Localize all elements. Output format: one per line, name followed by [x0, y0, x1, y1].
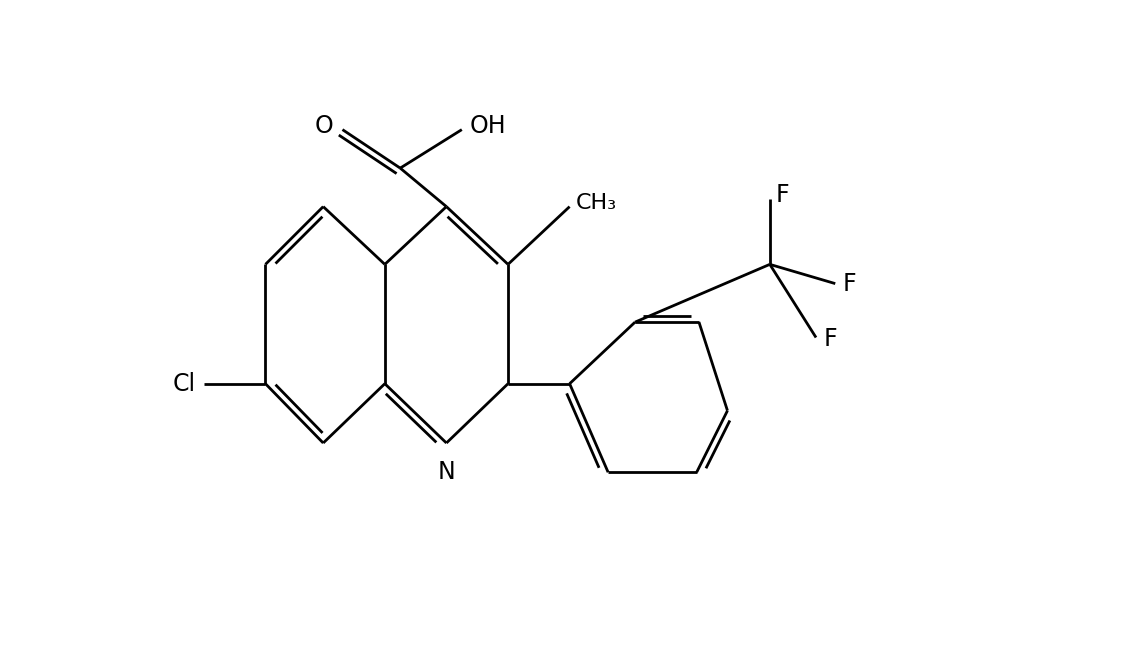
Text: F: F	[824, 327, 838, 351]
Text: CH₃: CH₃	[575, 193, 617, 213]
Text: O: O	[314, 114, 333, 138]
Text: Cl: Cl	[173, 372, 196, 396]
Text: N: N	[438, 460, 455, 484]
Text: F: F	[843, 272, 856, 296]
Text: OH: OH	[470, 114, 507, 138]
Text: F: F	[776, 183, 790, 207]
